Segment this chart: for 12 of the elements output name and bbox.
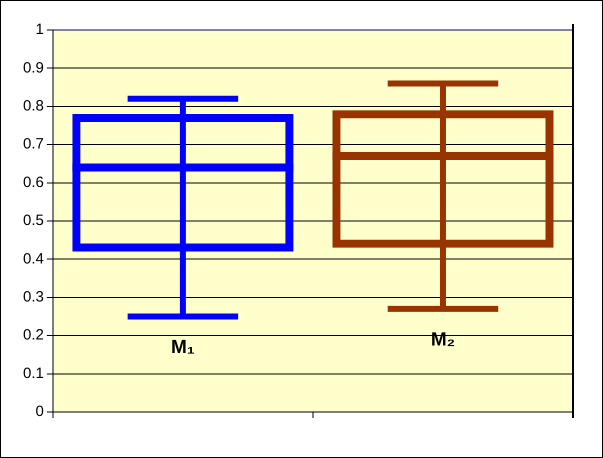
y-tick-label: 0.9 — [22, 59, 44, 76]
y-tick-label: 1 — [36, 21, 44, 38]
x-tick-label: M₁ — [171, 337, 195, 358]
y-tick-label: 0.5 — [22, 212, 44, 230]
y-tick-label: 0.3 — [22, 288, 44, 306]
y-tick-label: 0.8 — [22, 98, 44, 115]
y-tick-label: 0.6 — [22, 174, 44, 191]
y-tick-label: 0.4 — [22, 250, 44, 268]
y-tick-label: 0 — [36, 403, 44, 420]
y-tick-label: 0.7 — [22, 136, 44, 153]
y-tick-label: 0.1 — [22, 364, 44, 382]
y-tick-label: 0.2 — [22, 326, 44, 344]
